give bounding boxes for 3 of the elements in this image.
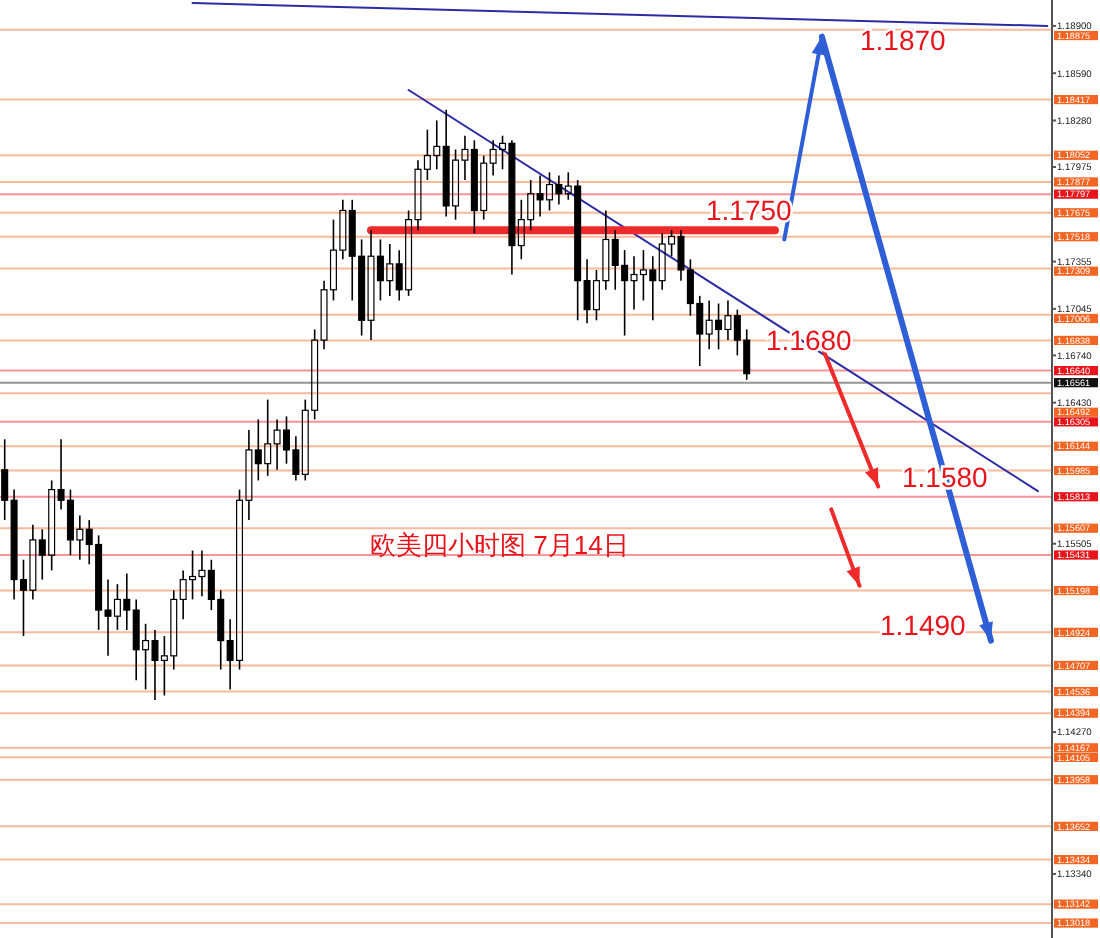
annotation: 1.1870 bbox=[860, 23, 947, 56]
annotation: 1.1490 bbox=[880, 609, 967, 642]
text: 欧美四小时图 7月14日 bbox=[370, 530, 629, 560]
